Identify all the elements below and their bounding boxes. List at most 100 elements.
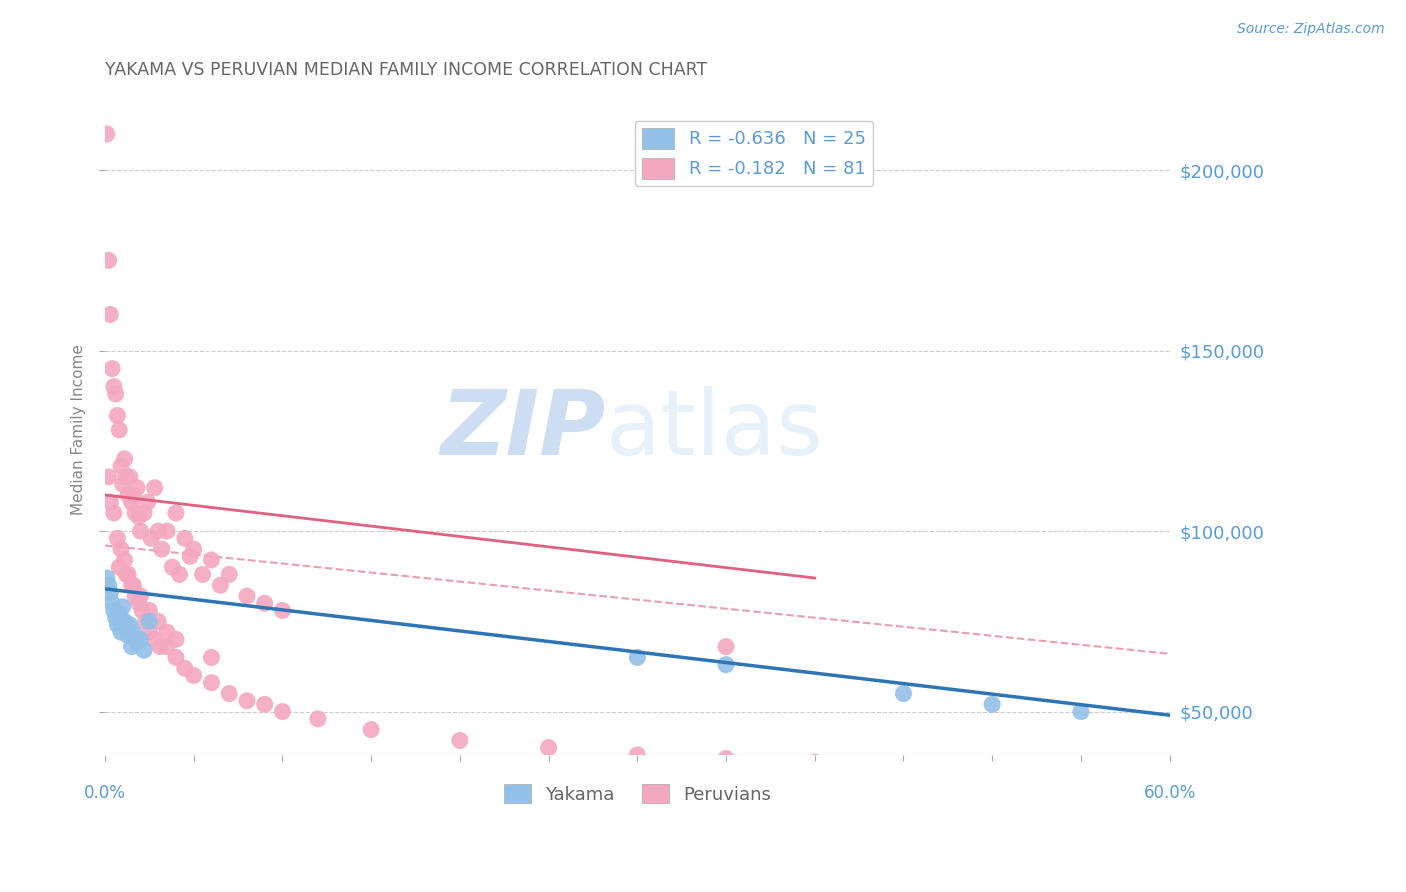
- Point: [103, 603, 125, 617]
- Point: [104, 387, 127, 401]
- Point: [200, 650, 222, 665]
- Point: [128, 509, 150, 524]
- Text: YAKAMA VS PERUVIAN MEDIAN FAMILY INCOME CORRELATION CHART: YAKAMA VS PERUVIAN MEDIAN FAMILY INCOME …: [105, 61, 707, 79]
- Point: [97, 253, 120, 268]
- Point: [138, 625, 160, 640]
- Text: ZIP: ZIP: [440, 386, 606, 474]
- Point: [122, 625, 145, 640]
- Y-axis label: Median Family Income: Median Family Income: [72, 344, 86, 516]
- Point: [360, 723, 382, 737]
- Point: [97, 470, 120, 484]
- Point: [103, 506, 125, 520]
- Point: [103, 379, 125, 393]
- Point: [253, 698, 276, 712]
- Point: [136, 495, 159, 509]
- Point: [162, 560, 184, 574]
- Point: [218, 687, 240, 701]
- Point: [150, 542, 173, 557]
- Point: [97, 578, 120, 592]
- Point: [101, 596, 124, 610]
- Point: [121, 640, 143, 654]
- Point: [124, 506, 146, 520]
- Point: [449, 733, 471, 747]
- Point: [139, 531, 162, 545]
- Point: [117, 567, 139, 582]
- Point: [110, 459, 132, 474]
- Point: [111, 599, 134, 614]
- Point: [165, 506, 187, 520]
- Point: [132, 506, 155, 520]
- Point: [110, 625, 132, 640]
- Point: [981, 698, 1004, 712]
- Point: [143, 481, 166, 495]
- Legend: Yakama, Peruvians: Yakama, Peruvians: [496, 777, 778, 811]
- Point: [179, 549, 201, 564]
- Text: 0.0%: 0.0%: [84, 784, 127, 802]
- Point: [114, 553, 136, 567]
- Point: [173, 531, 195, 545]
- Point: [98, 585, 121, 599]
- Point: [236, 589, 259, 603]
- Point: [108, 607, 131, 621]
- Point: [114, 615, 136, 629]
- Point: [111, 477, 134, 491]
- Point: [169, 567, 191, 582]
- Point: [121, 495, 143, 509]
- Point: [156, 625, 179, 640]
- Point: [129, 524, 152, 538]
- Point: [1070, 705, 1092, 719]
- Point: [200, 675, 222, 690]
- Point: [626, 747, 648, 762]
- Point: [165, 650, 187, 665]
- Point: [135, 615, 157, 629]
- Point: [143, 632, 166, 647]
- Point: [115, 470, 138, 484]
- Point: [714, 751, 737, 765]
- Point: [165, 632, 187, 647]
- Point: [114, 451, 136, 466]
- Point: [125, 636, 148, 650]
- Point: [129, 589, 152, 603]
- Point: [626, 650, 648, 665]
- Point: [122, 488, 145, 502]
- Point: [131, 603, 153, 617]
- Text: atlas: atlas: [606, 386, 824, 474]
- Point: [218, 567, 240, 582]
- Point: [101, 361, 124, 376]
- Point: [173, 661, 195, 675]
- Point: [714, 657, 737, 672]
- Point: [156, 524, 179, 538]
- Point: [117, 488, 139, 502]
- Point: [108, 423, 131, 437]
- Point: [156, 640, 179, 654]
- Point: [96, 571, 118, 585]
- Point: [128, 596, 150, 610]
- Point: [98, 308, 121, 322]
- Point: [183, 542, 205, 557]
- Point: [191, 567, 214, 582]
- Point: [107, 531, 129, 545]
- Point: [183, 668, 205, 682]
- Point: [108, 560, 131, 574]
- Point: [107, 618, 129, 632]
- Point: [149, 640, 172, 654]
- Text: 60.0%: 60.0%: [1143, 784, 1195, 802]
- Point: [96, 127, 118, 141]
- Point: [117, 629, 139, 643]
- Point: [271, 603, 294, 617]
- Point: [104, 611, 127, 625]
- Point: [803, 755, 825, 769]
- Point: [118, 618, 141, 632]
- Point: [124, 589, 146, 603]
- Point: [148, 524, 170, 538]
- Point: [110, 542, 132, 557]
- Point: [236, 694, 259, 708]
- Point: [98, 495, 121, 509]
- Point: [893, 687, 915, 701]
- Point: [307, 712, 329, 726]
- Point: [115, 567, 138, 582]
- Point: [271, 705, 294, 719]
- Point: [148, 615, 170, 629]
- Point: [118, 470, 141, 484]
- Point: [253, 596, 276, 610]
